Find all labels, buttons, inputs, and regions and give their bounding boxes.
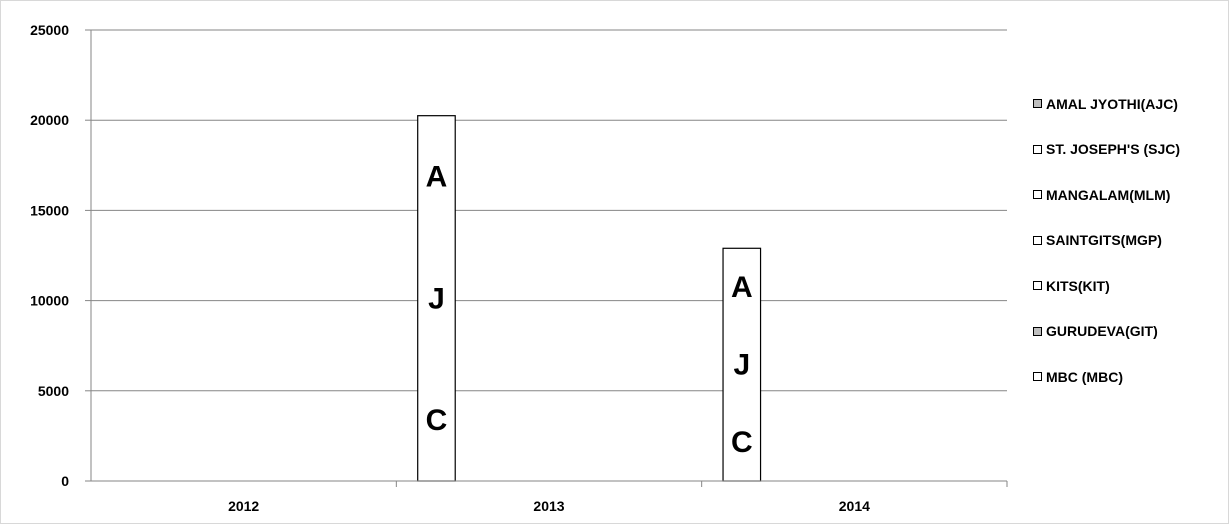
y-tick-label: 25000 xyxy=(30,22,69,38)
legend-swatch xyxy=(1033,372,1042,382)
x-tick-label: 2012 xyxy=(228,498,259,514)
legend-item: AMAL JYOTHI(AJC) xyxy=(1033,81,1223,127)
legend-item: SAINTGITS(MGP) xyxy=(1033,218,1223,264)
x-tick-label: 2013 xyxy=(533,498,564,514)
legend-label: AMAL JYOTHI(AJC) xyxy=(1046,95,1178,112)
legend-swatch xyxy=(1033,190,1042,200)
legend-item: KITS(KIT) xyxy=(1033,263,1223,309)
legend-item: GURUDEVA(GIT) xyxy=(1033,309,1223,355)
legend-label: GURUDEVA(GIT) xyxy=(1046,323,1158,340)
legend-swatch xyxy=(1033,144,1042,154)
legend-swatch xyxy=(1033,281,1042,291)
legend: AMAL JYOTHI(AJC) ST. JOSEPH'S (SJC) MANGAL… xyxy=(1033,81,1223,400)
bar xyxy=(722,247,762,482)
legend-label: MANGALAM(MLM) xyxy=(1046,186,1171,203)
bar-text-letter: C xyxy=(731,426,753,459)
y-tick-label: 20000 xyxy=(30,112,69,128)
legend-item: MBC (MBC) xyxy=(1033,354,1223,400)
legend-item: ST. JOSEPH'S (SJC) xyxy=(1033,127,1223,173)
legend-swatch xyxy=(1033,99,1042,109)
legend-item: MANGALAM(MLM) xyxy=(1033,172,1223,218)
y-tick-label: 10000 xyxy=(30,293,69,309)
legend-label: MBC (MBC) xyxy=(1046,368,1123,385)
legend-label: SAINTGITS(MGP) xyxy=(1046,232,1162,249)
bar-text-letter: C xyxy=(426,404,448,437)
legend-label: KITS(KIT) xyxy=(1046,277,1110,294)
legend-swatch xyxy=(1033,235,1042,245)
bar-text-letter: J xyxy=(733,349,750,382)
bar xyxy=(417,115,456,482)
y-tick-label: 0 xyxy=(61,473,69,489)
x-tick-label: 2014 xyxy=(839,498,870,514)
y-tick-label: 5000 xyxy=(38,383,69,399)
bar-text-letter: A xyxy=(426,161,448,194)
legend-swatch xyxy=(1033,326,1042,336)
legend-label: ST. JOSEPH'S (SJC) xyxy=(1046,141,1181,158)
y-tick-label: 15000 xyxy=(30,202,69,218)
bar-text-letter: J xyxy=(428,282,445,315)
bar-text-letter: A xyxy=(731,271,753,304)
